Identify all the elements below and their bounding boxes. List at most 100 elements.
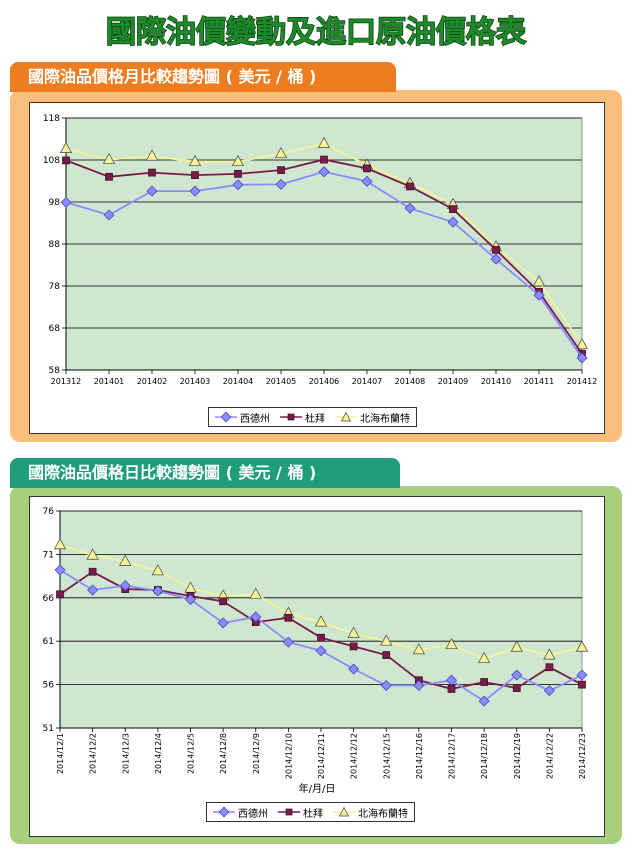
data-point-brent bbox=[145, 149, 159, 161]
legend-label-brent: 北海布蘭特 bbox=[360, 413, 410, 425]
data-point-wti bbox=[478, 695, 490, 707]
data-point-brent bbox=[317, 136, 331, 148]
data-point-dubai bbox=[492, 246, 500, 254]
daily-chart-x-axis-title: 年/月/日 bbox=[298, 784, 336, 795]
x-tick-label: 2014/12/9 bbox=[252, 733, 261, 774]
data-point-wti bbox=[318, 166, 330, 178]
data-point-dubai bbox=[363, 164, 371, 173]
data-point-dubai bbox=[512, 684, 521, 692]
data-point-wti bbox=[447, 216, 459, 228]
data-point-dubai bbox=[56, 590, 64, 599]
x-tick-label: 201401 bbox=[94, 377, 125, 386]
y-tick-label: 51 bbox=[43, 724, 54, 734]
data-point-wti bbox=[380, 679, 392, 691]
data-point-brent bbox=[445, 637, 458, 650]
data-point-brent bbox=[274, 146, 288, 159]
y-tick-label: 118 bbox=[43, 114, 60, 124]
y-tick-label: 88 bbox=[49, 240, 61, 250]
data-point-wti bbox=[60, 196, 72, 208]
y-tick-label: 76 bbox=[43, 507, 55, 517]
x-tick-label: 2014/12/11 bbox=[317, 733, 326, 779]
monthly-chart-heading: 國際油品價格月比較趨勢圖 ( 美元 / 桶 ) bbox=[10, 62, 396, 92]
data-point-brent bbox=[86, 548, 99, 560]
x-tick-label: 201411 bbox=[524, 377, 555, 386]
x-tick-label: 201408 bbox=[395, 377, 426, 386]
y-tick-label: 58 bbox=[49, 366, 61, 376]
x-tick-label: 2014/12/19 bbox=[513, 733, 522, 779]
x-tick-label: 2014/12/8 bbox=[219, 733, 228, 774]
x-tick-label: 201407 bbox=[352, 377, 383, 386]
data-point-wti bbox=[533, 289, 545, 301]
x-tick-label: 2014/12/5 bbox=[187, 733, 196, 774]
data-point-wti bbox=[576, 669, 588, 681]
data-point-brent bbox=[249, 587, 262, 599]
legend-item-wti: 西德州 bbox=[215, 410, 270, 425]
data-point-brent bbox=[119, 554, 132, 566]
data-point-brent bbox=[510, 640, 523, 652]
x-tick-label: 2014/12/4 bbox=[154, 733, 163, 774]
daily-chart-frame: 51 56 61 66 71 76 2014/12/1 2014/12/2 2014/12/3 2… bbox=[29, 496, 605, 837]
data-point-dubai bbox=[406, 182, 414, 191]
data-point-wti bbox=[315, 645, 327, 657]
data-point-dubai bbox=[191, 171, 199, 179]
x-tick-label: 2014/12/16 bbox=[415, 733, 424, 779]
data-point-brent bbox=[53, 538, 67, 550]
data-point-brent bbox=[543, 648, 556, 660]
legend-label-dubai: 杜拜 bbox=[303, 808, 323, 820]
y-tick-label: 66 bbox=[43, 594, 55, 604]
data-point-brent bbox=[102, 152, 116, 164]
data-point-wti bbox=[348, 663, 360, 675]
x-tick-label: 2014/12/15 bbox=[382, 733, 391, 779]
data-point-wti bbox=[413, 679, 425, 691]
data-point-brent bbox=[380, 634, 393, 646]
monthly-price-chart: 58 68 78 88 98 108 118 201312 201401 201402 201403… bbox=[43, 114, 598, 386]
data-point-brent bbox=[532, 275, 546, 287]
legend-item-dubai: 杜拜 bbox=[278, 805, 323, 820]
x-tick-label: 201405 bbox=[266, 377, 297, 386]
data-point-wti bbox=[146, 185, 158, 197]
data-point-dubai bbox=[317, 633, 325, 642]
data-point-dubai bbox=[277, 166, 285, 174]
x-tick-label: 2014/12/22 bbox=[545, 733, 554, 779]
data-point-dubai bbox=[578, 680, 586, 689]
data-point-wti bbox=[189, 185, 201, 197]
x-tick-label: 201412 bbox=[567, 377, 598, 386]
data-point-brent bbox=[59, 141, 73, 154]
data-point-wti bbox=[217, 617, 229, 629]
x-tick-label: 2014/12/12 bbox=[350, 733, 359, 779]
data-point-dubai bbox=[382, 651, 391, 659]
data-point-brent bbox=[412, 643, 425, 655]
data-point-wti bbox=[87, 584, 99, 596]
data-point-brent bbox=[231, 154, 245, 167]
x-tick-label: 2014/12/1 bbox=[56, 733, 65, 774]
data-point-dubai bbox=[320, 155, 328, 164]
data-point-wti bbox=[119, 580, 131, 592]
data-point-wti bbox=[511, 669, 523, 681]
y-tick-label: 71 bbox=[43, 550, 54, 560]
data-point-dubai bbox=[480, 678, 488, 686]
data-point-wti bbox=[275, 178, 287, 190]
data-point-wti bbox=[446, 674, 457, 686]
monthly-chart-legend: 西德州 杜拜 北海布蘭特 bbox=[208, 407, 417, 427]
data-point-wti bbox=[103, 209, 115, 221]
daily-price-chart: 51 56 61 66 71 76 2014/12/1 2014/12/2 2014/12/3 2… bbox=[43, 507, 589, 779]
data-point-brent bbox=[575, 640, 589, 652]
data-point-brent bbox=[478, 651, 491, 663]
page-title: 國際油價變動及進口原油價格表 bbox=[106, 15, 526, 50]
data-point-dubai bbox=[219, 597, 227, 606]
data-point-wti bbox=[54, 564, 66, 576]
data-point-brent bbox=[314, 615, 328, 627]
page-title-banner: 國際油價變動及進口原油價格表 bbox=[105, 14, 527, 51]
data-point-wti bbox=[282, 636, 294, 648]
x-tick-label: 2014/12/10 bbox=[284, 733, 293, 779]
y-tick-label: 68 bbox=[49, 324, 61, 334]
data-point-wti bbox=[361, 175, 373, 187]
y-tick-label: 108 bbox=[43, 156, 60, 166]
x-tick-label: 201404 bbox=[223, 377, 254, 386]
data-point-dubai bbox=[447, 685, 456, 693]
legend-item-brent: 北海布蘭特 bbox=[335, 410, 410, 425]
legend-label-dubai: 杜拜 bbox=[305, 413, 325, 425]
data-point-dubai bbox=[88, 567, 97, 576]
data-point-dubai bbox=[105, 172, 113, 181]
data-point-wti bbox=[404, 202, 416, 214]
